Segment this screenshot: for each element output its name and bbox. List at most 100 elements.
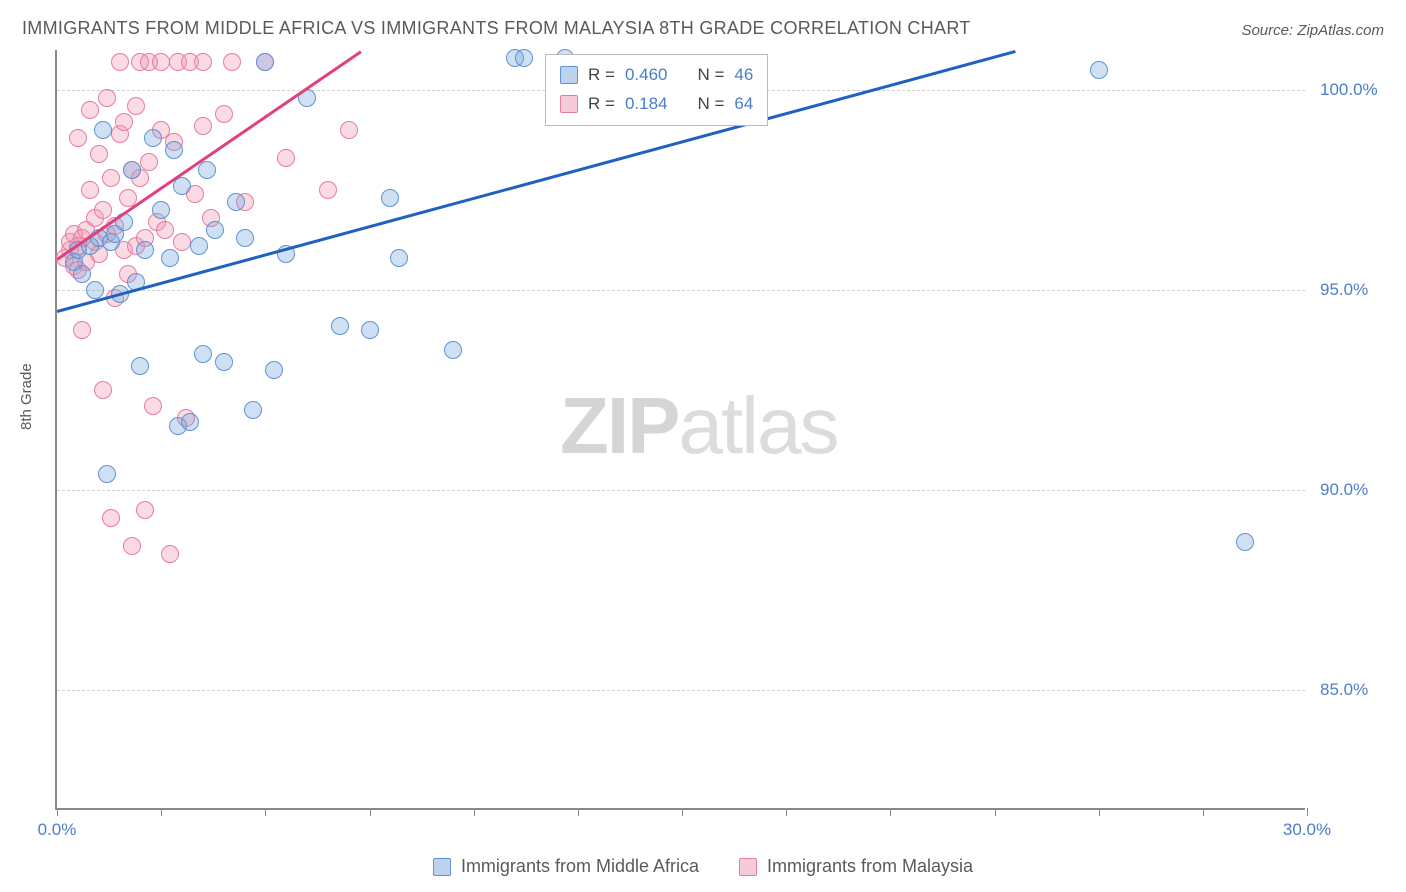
data-point (319, 181, 337, 199)
data-point (194, 53, 212, 71)
y-tick-label: 100.0% (1320, 80, 1400, 100)
data-point (140, 153, 158, 171)
data-point (102, 169, 120, 187)
y-axis-label: 8th Grade (18, 363, 35, 430)
plot-area: 85.0%90.0%95.0%100.0%0.0%30.0% (55, 50, 1305, 810)
data-point (173, 177, 191, 195)
swatch-pink (739, 858, 757, 876)
n-label: N = (697, 90, 724, 119)
data-point (98, 465, 116, 483)
data-point (73, 321, 91, 339)
info-row: R = 0.460 N = 46 (560, 61, 753, 90)
plot-container: 85.0%90.0%95.0%100.0%0.0%30.0% R = 0.460… (55, 50, 1305, 810)
data-point (165, 141, 183, 159)
data-point (98, 89, 116, 107)
r-label: R = (588, 61, 615, 90)
bottom-legend: Immigrants from Middle Africa Immigrants… (0, 856, 1406, 877)
data-point (244, 401, 262, 419)
r-value: 0.460 (625, 61, 668, 90)
data-point (73, 265, 91, 283)
data-point (190, 237, 208, 255)
data-point (381, 189, 399, 207)
legend-label: Immigrants from Malaysia (767, 856, 973, 877)
legend-label: Immigrants from Middle Africa (461, 856, 699, 877)
legend-item: Immigrants from Malaysia (739, 856, 973, 877)
data-point (223, 53, 241, 71)
data-point (215, 353, 233, 371)
data-point (131, 357, 149, 375)
x-tick (1307, 808, 1308, 816)
data-point (94, 201, 112, 219)
data-point (161, 545, 179, 563)
data-point (340, 121, 358, 139)
data-point (136, 501, 154, 519)
data-point (127, 97, 145, 115)
x-tick (1203, 808, 1204, 816)
data-point (181, 413, 199, 431)
x-tick (995, 808, 996, 816)
y-tick-label: 85.0% (1320, 680, 1400, 700)
data-point (90, 145, 108, 163)
swatch-blue (433, 858, 451, 876)
gridline-h (57, 690, 1305, 691)
data-point (144, 397, 162, 415)
x-tick (578, 808, 579, 816)
data-point (102, 509, 120, 527)
data-point (236, 229, 254, 247)
source-label: Source: ZipAtlas.com (1241, 22, 1384, 39)
x-tick (57, 808, 58, 816)
data-point (215, 105, 233, 123)
x-tick (890, 808, 891, 816)
data-point (144, 129, 162, 147)
data-point (227, 193, 245, 211)
data-point (194, 345, 212, 363)
x-tick (161, 808, 162, 816)
data-point (111, 53, 129, 71)
data-point (194, 117, 212, 135)
data-point (161, 249, 179, 267)
data-point (69, 129, 87, 147)
info-row: R = 0.184 N = 64 (560, 90, 753, 119)
data-point (152, 201, 170, 219)
x-tick (474, 808, 475, 816)
data-point (123, 537, 141, 555)
data-point (515, 49, 533, 67)
data-point (265, 361, 283, 379)
data-point (198, 161, 216, 179)
x-tick (1099, 808, 1100, 816)
data-point (152, 53, 170, 71)
data-point (115, 113, 133, 131)
x-tick (265, 808, 266, 816)
gridline-h (57, 490, 1305, 491)
n-label: N = (697, 61, 724, 90)
r-label: R = (588, 90, 615, 119)
n-value: 64 (734, 90, 753, 119)
data-point (136, 241, 154, 259)
data-point (94, 381, 112, 399)
data-point (361, 321, 379, 339)
data-point (331, 317, 349, 335)
correlation-info-box: R = 0.460 N = 46 R = 0.184 N = 64 (545, 54, 768, 126)
gridline-h (57, 290, 1305, 291)
swatch-blue (560, 66, 578, 84)
data-point (1090, 61, 1108, 79)
x-tick-label: 0.0% (38, 820, 77, 840)
data-point (444, 341, 462, 359)
data-point (81, 181, 99, 199)
data-point (173, 233, 191, 251)
data-point (390, 249, 408, 267)
chart-title: IMMIGRANTS FROM MIDDLE AFRICA VS IMMIGRA… (22, 18, 971, 39)
data-point (277, 149, 295, 167)
x-tick (786, 808, 787, 816)
x-tick (370, 808, 371, 816)
data-point (94, 121, 112, 139)
n-value: 46 (734, 61, 753, 90)
data-point (86, 281, 104, 299)
y-tick-label: 90.0% (1320, 480, 1400, 500)
swatch-pink (560, 95, 578, 113)
data-point (256, 53, 274, 71)
title-bar: IMMIGRANTS FROM MIDDLE AFRICA VS IMMIGRA… (22, 18, 1384, 39)
data-point (123, 161, 141, 179)
data-point (1236, 533, 1254, 551)
r-value: 0.184 (625, 90, 668, 119)
